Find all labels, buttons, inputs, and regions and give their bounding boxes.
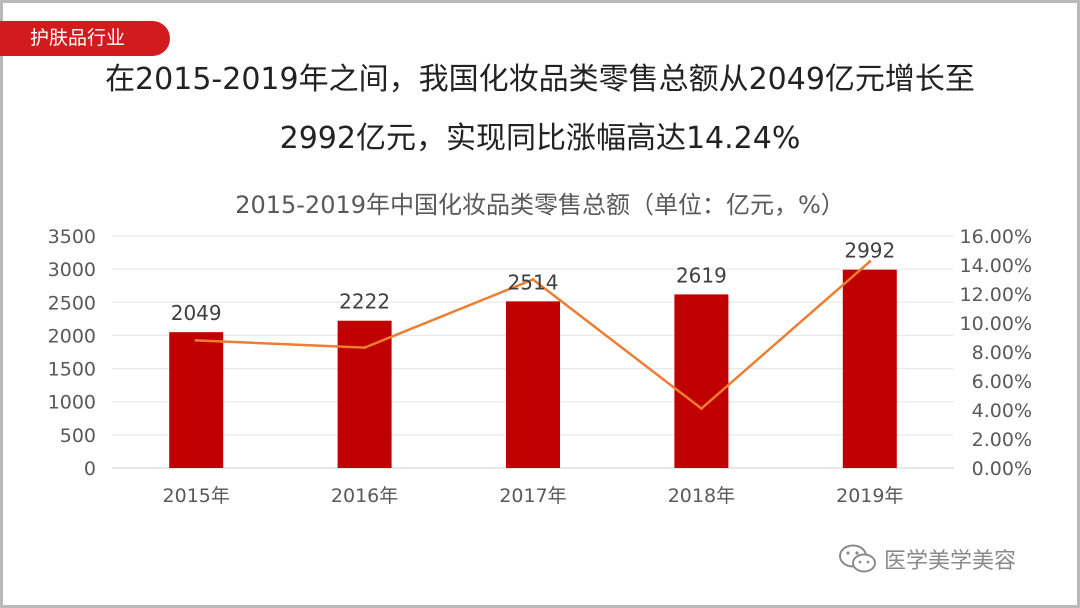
y-right-tick-label: 16.00% bbox=[960, 226, 1032, 248]
section-tag: 护肤品行业 bbox=[0, 21, 170, 56]
bars bbox=[169, 269, 897, 468]
bar bbox=[169, 332, 224, 468]
bar-data-label: 2619 bbox=[676, 263, 727, 287]
bar bbox=[506, 301, 560, 468]
wechat-icon bbox=[839, 544, 876, 573]
y-left-tick-label: 500 bbox=[60, 425, 96, 447]
x-tick-label: 2016年 bbox=[331, 485, 398, 507]
y-left-tick-label: 2000 bbox=[48, 325, 96, 347]
y-right-tick-label: 12.00% bbox=[960, 284, 1032, 306]
watermark-text: 医学美学美容 bbox=[884, 549, 1017, 574]
bar-data-label: 2049 bbox=[171, 301, 222, 325]
y-right-tick-label: 2.00% bbox=[972, 429, 1032, 451]
y-left-tick-label: 2500 bbox=[48, 292, 96, 314]
growth-line bbox=[194, 260, 872, 411]
chart-title: 2015-2019年中国化妆品类零售总额（单位：亿元，%） bbox=[235, 191, 845, 219]
headline-line-2: 2992亿元，实现同比涨幅高达14.24% bbox=[279, 121, 801, 156]
bar bbox=[842, 269, 897, 468]
y-right-tick-label: 0.00% bbox=[972, 458, 1032, 480]
bar bbox=[337, 320, 392, 468]
bar bbox=[674, 294, 729, 468]
data-labels: 2049 2222 2514 2619 2992 bbox=[171, 239, 896, 326]
y-left-tick-label: 1000 bbox=[48, 392, 96, 414]
headline-line-1: 在2015-2019年之间，我国化妆品类零售总额从2049亿元增长至 bbox=[105, 62, 975, 97]
growth-point bbox=[699, 407, 703, 411]
x-tick-label: 2015年 bbox=[163, 485, 230, 507]
watermark: 医学美学美容 bbox=[838, 542, 1016, 576]
y-right-tick-label: 8.00% bbox=[972, 342, 1032, 364]
y-right-tick-label: 6.00% bbox=[972, 371, 1032, 393]
bar-data-label: 2514 bbox=[508, 270, 559, 294]
growth-point bbox=[363, 346, 367, 350]
x-tick-label: 2017年 bbox=[499, 485, 566, 507]
growth-point bbox=[531, 278, 535, 281]
y-left-tick-label: 3000 bbox=[48, 259, 96, 281]
x-tick-label: 2018年 bbox=[668, 485, 735, 507]
y-left-tick-label: 0 bbox=[84, 458, 96, 480]
axes: 0 500 1000 1500 2000 2500 3000 3500 0.00% 2.00% 4.… bbox=[48, 226, 1032, 507]
y-left-tick-label: 3500 bbox=[48, 226, 96, 248]
y-right-tick-label: 14.00% bbox=[960, 255, 1032, 277]
growth-point bbox=[868, 260, 872, 264]
y-right-tick-label: 10.00% bbox=[960, 313, 1032, 335]
bar-data-label: 2992 bbox=[844, 239, 895, 263]
y-left-tick-label: 1500 bbox=[48, 359, 96, 381]
x-tick-label: 2019年 bbox=[836, 485, 903, 507]
growth-point bbox=[194, 338, 198, 342]
bar-data-label: 2222 bbox=[339, 290, 390, 314]
y-right-tick-label: 4.00% bbox=[972, 400, 1032, 422]
